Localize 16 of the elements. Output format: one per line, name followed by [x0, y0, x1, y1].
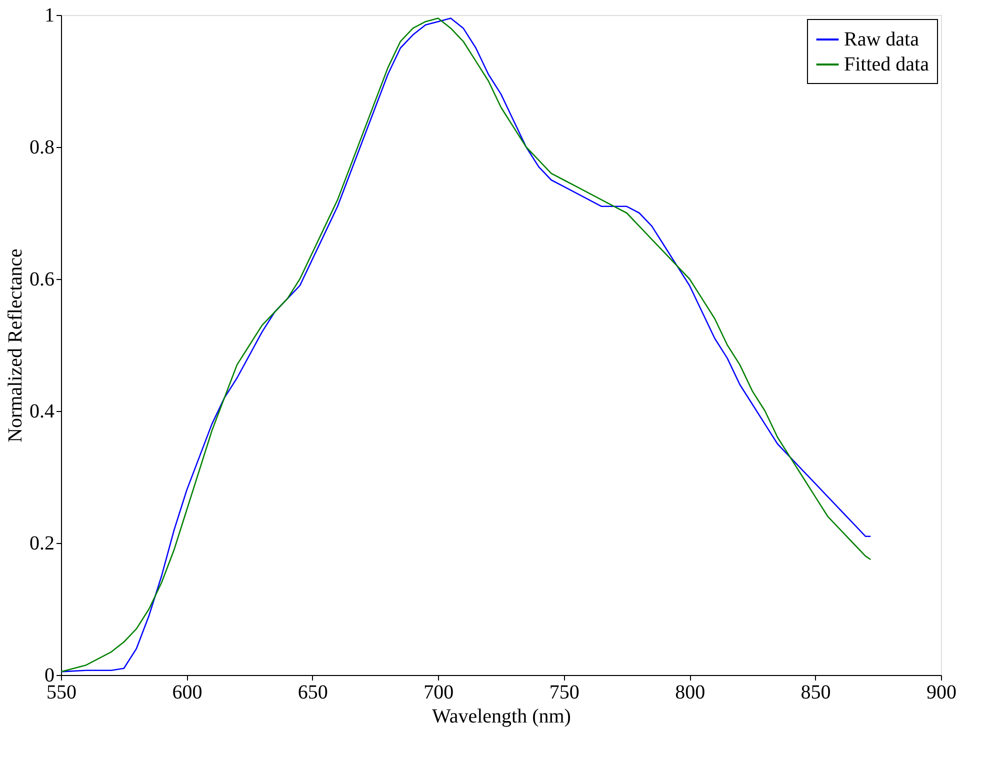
x-tick-label: 700 [424, 682, 454, 704]
legend-label: Fitted data [844, 54, 930, 76]
x-tick-label: 600 [172, 682, 202, 704]
legend-label: Raw data [844, 28, 920, 50]
x-tick-label: 650 [298, 682, 328, 704]
y-tick-label: 0.2 [30, 532, 54, 554]
x-tick-label: 800 [675, 682, 706, 704]
y-tick-label: 0.6 [30, 268, 54, 290]
x-tick-label: 900 [926, 682, 956, 704]
y-axis-title: Normalized Reflectance [4, 248, 26, 442]
y-tick-label: 1 [44, 4, 54, 26]
x-axis-title: Wavelength (nm) [432, 706, 571, 728]
x-tick-label: 850 [800, 682, 831, 704]
x-tick-label: 750 [549, 682, 580, 704]
y-tick-label: 0.8 [30, 136, 54, 158]
y-tick-label: 0.4 [30, 400, 54, 422]
